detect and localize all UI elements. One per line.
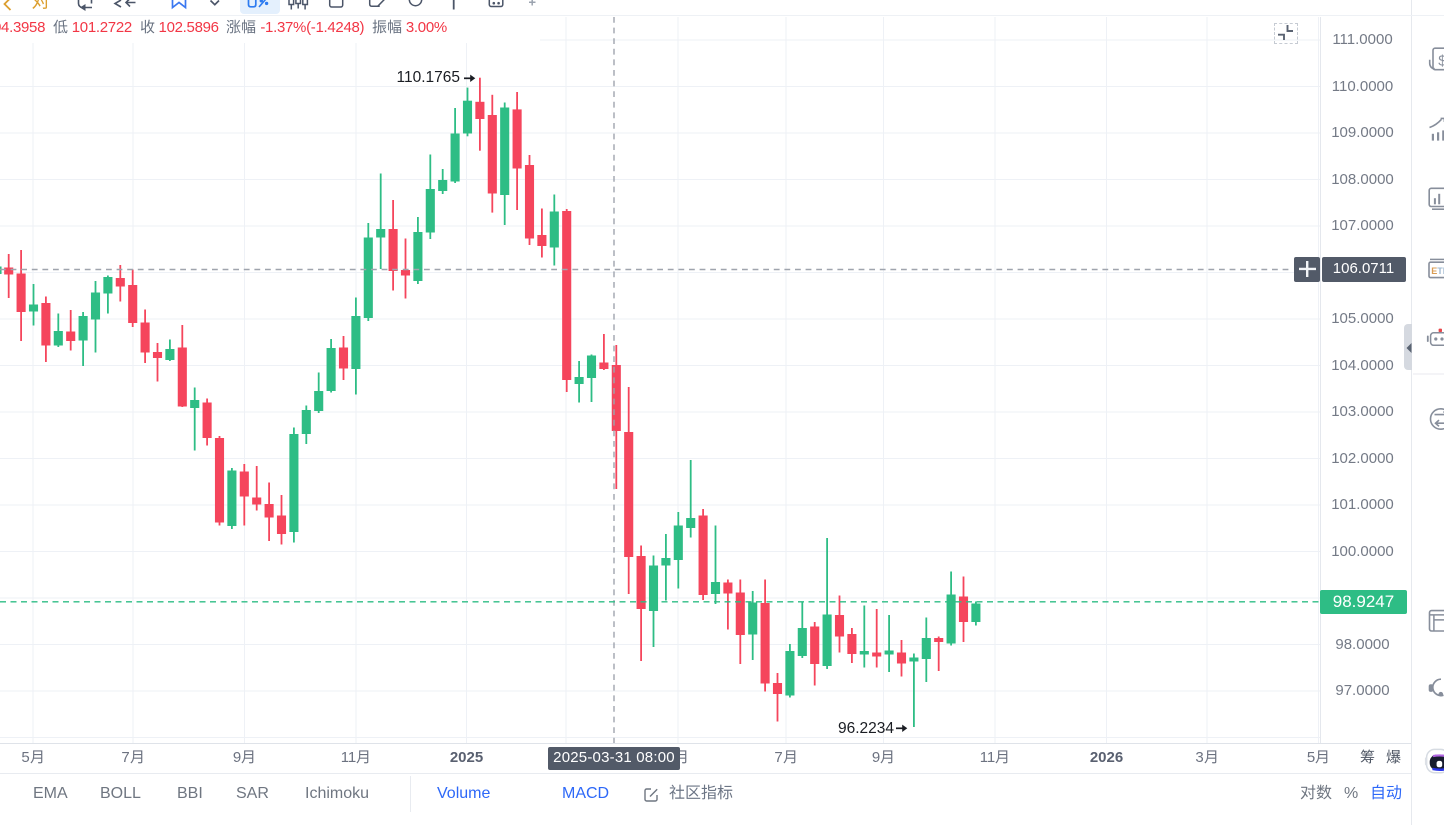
svg-text:TF: TF (1437, 266, 1444, 276)
svg-text:$: $ (1438, 53, 1444, 69)
svg-text:E: E (1431, 266, 1437, 276)
